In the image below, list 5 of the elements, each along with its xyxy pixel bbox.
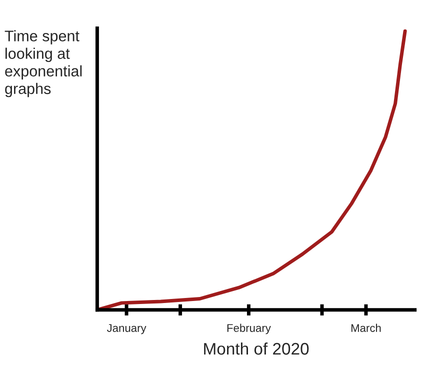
- x-axis-title: Month of 2020: [204, 342, 309, 355]
- x-tick-label: February: [227, 324, 271, 334]
- y-axis-title: Time spent looking at exponential graphs: [4, 30, 82, 98]
- x-tick-label: March: [351, 324, 381, 332]
- x-tick-label: January: [106, 324, 146, 334]
